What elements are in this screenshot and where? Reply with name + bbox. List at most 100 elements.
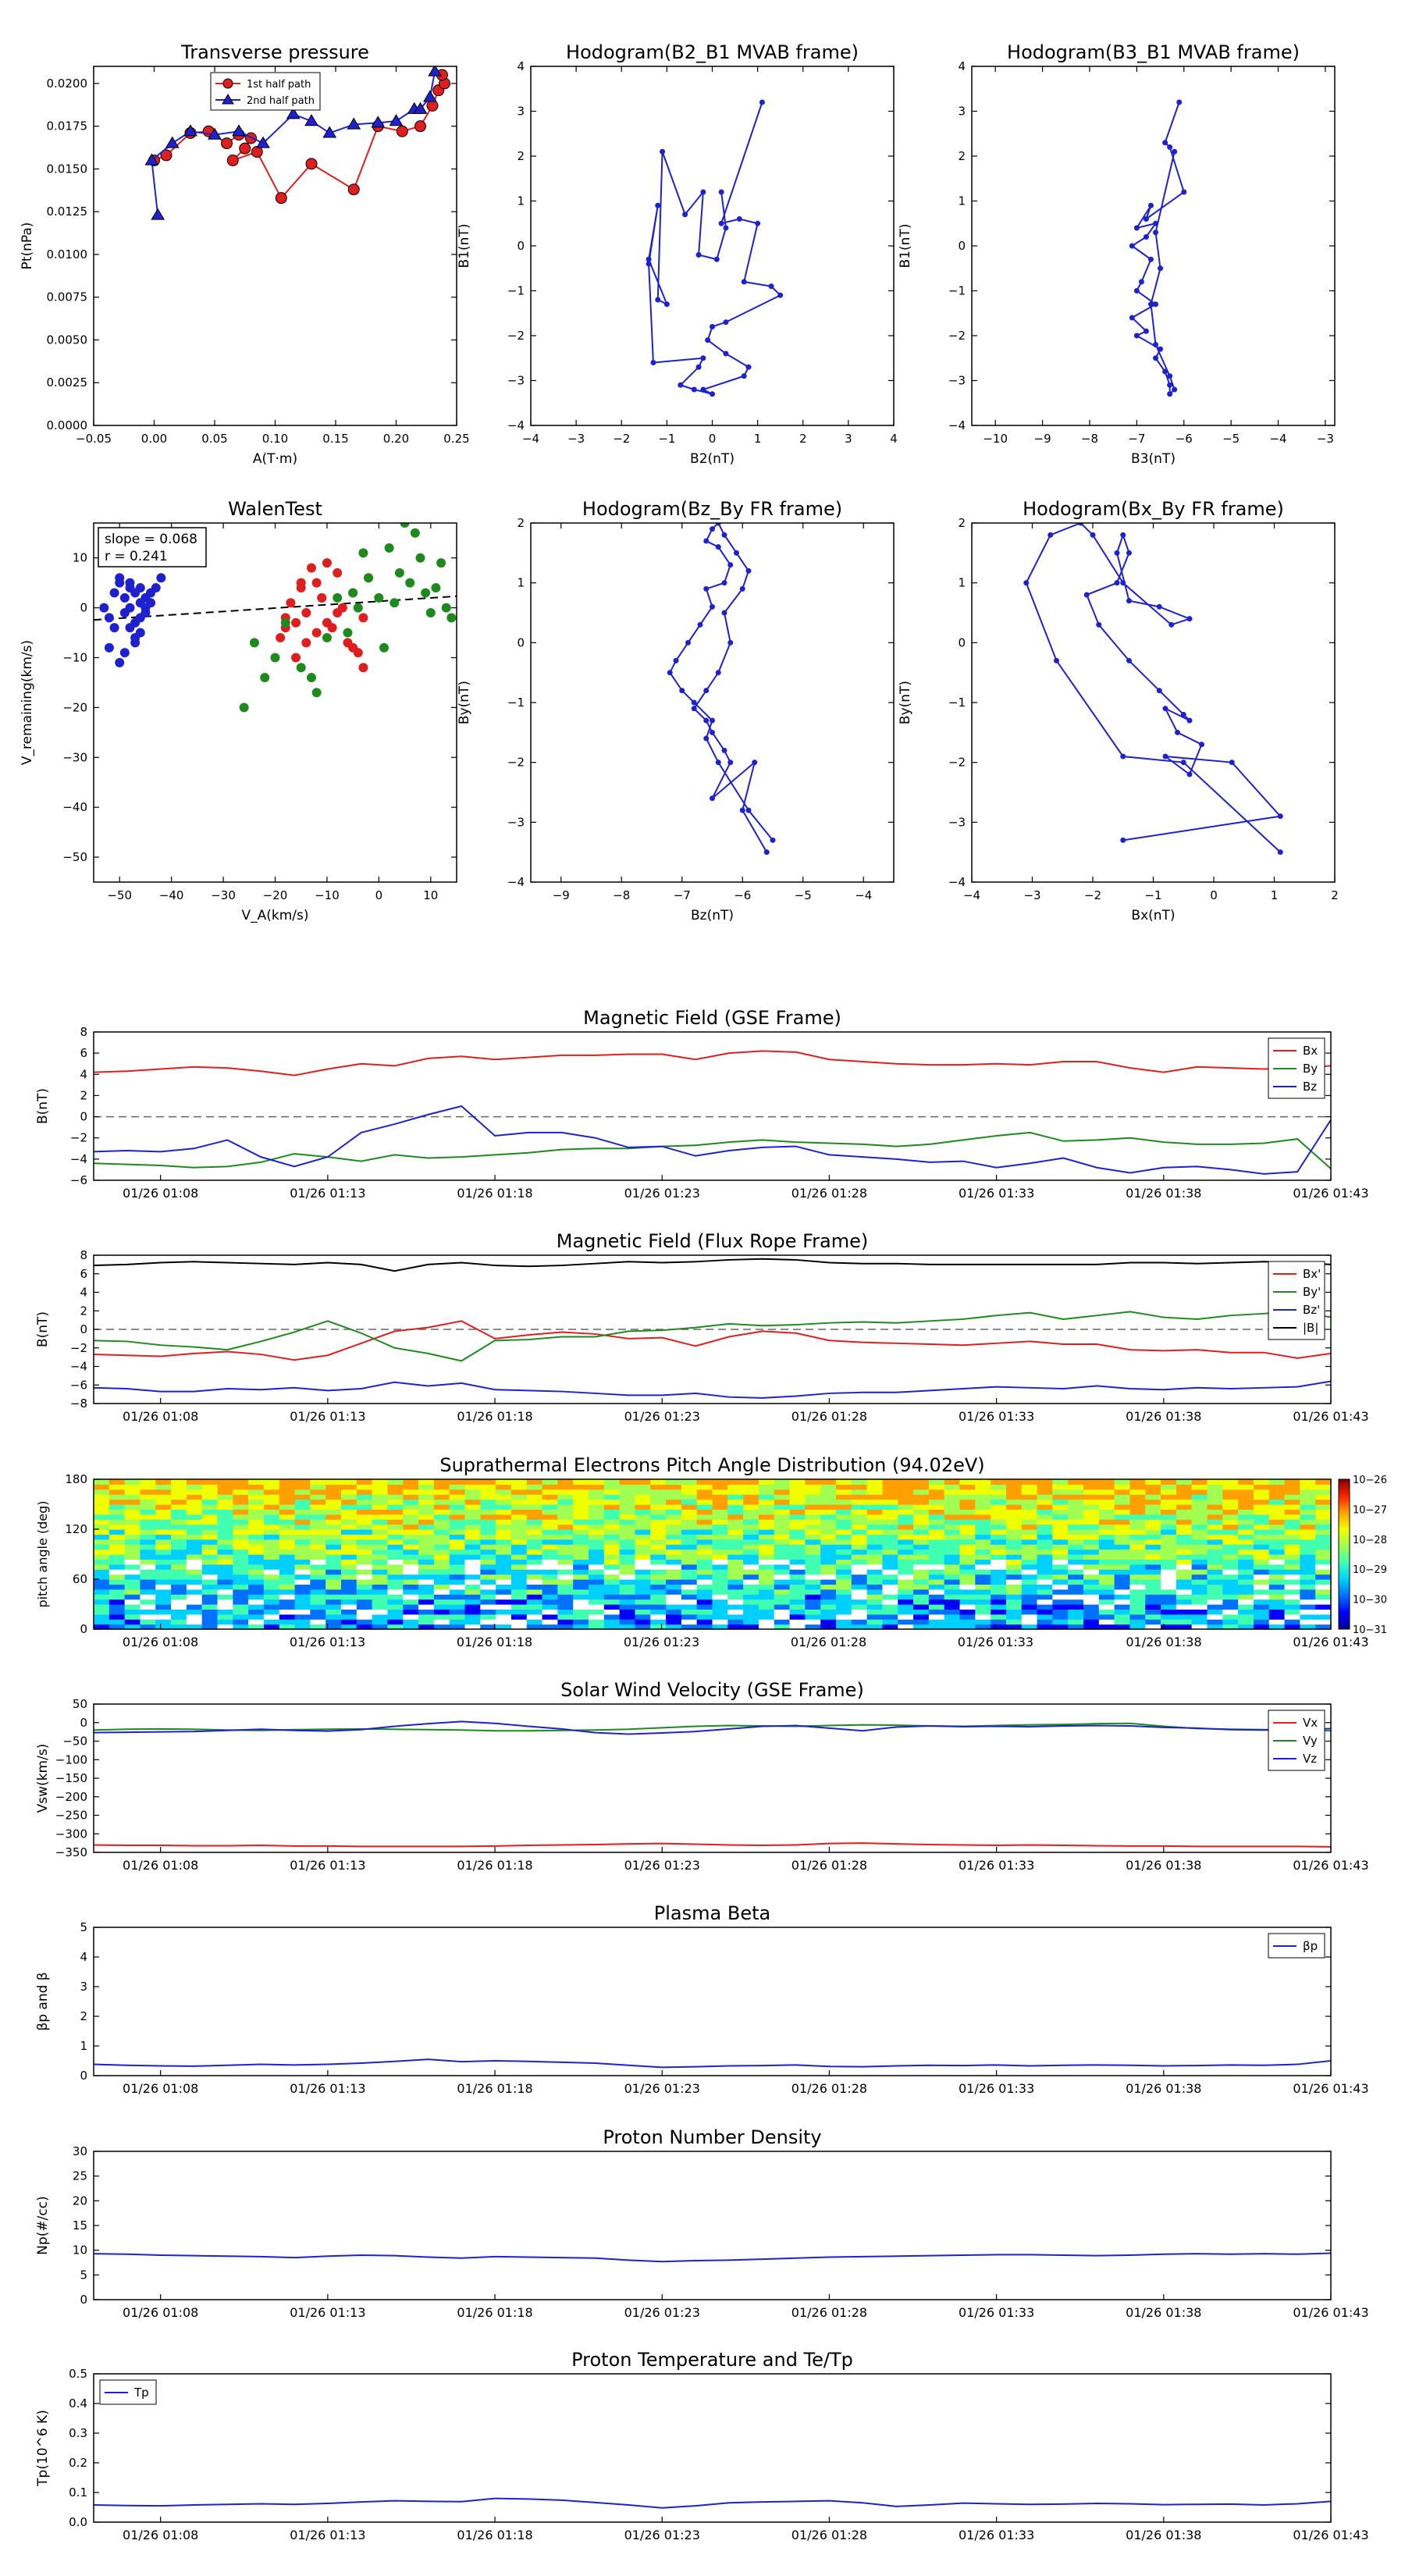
heatmap-cell [1129,1529,1146,1535]
heatmap-cell [882,1524,898,1530]
heatmap-cell [217,1529,233,1535]
y-tick-label: −6 [70,1378,87,1392]
heatmap-cell [201,1584,219,1590]
heatmap-cell [1161,1624,1177,1630]
heatmap-cell [928,1489,945,1495]
heatmap-cell [433,1514,450,1520]
heatmap-cell [1207,1534,1223,1540]
data-point [660,148,666,155]
heatmap-cell [944,1559,961,1565]
heatmap-cell [1129,1509,1146,1515]
heatmap-cell [1315,1544,1332,1550]
heatmap-cell [1021,1524,1038,1530]
heatmap-cell [1145,1539,1161,1545]
heatmap-cell [542,1494,558,1500]
heatmap-cell [248,1524,265,1530]
heatmap-cell [1129,1569,1146,1575]
heatmap-cell [619,1514,636,1520]
heatmap-cell [542,1554,558,1560]
heatmap-cell [201,1509,219,1515]
heatmap-cell [1083,1504,1100,1510]
chart-tp2: Proton Temperature and Te/Tp0.00.10.20.3… [35,2349,1369,2542]
heatmap-cell [1268,1614,1286,1620]
heatmap-cell [217,1604,233,1610]
heatmap-cell [635,1544,651,1550]
heatmap-cell [758,1614,775,1620]
heatmap-cell [650,1609,667,1615]
heatmap-cell [913,1499,930,1505]
heatmap-cell [94,1609,110,1615]
heatmap-cell [248,1624,265,1630]
heatmap-cell [789,1589,806,1595]
heatmap-cell [155,1529,172,1535]
plot-frame [93,2373,1332,2523]
heatmap-cell [341,1569,357,1575]
heatmap-cell [836,1489,852,1495]
heatmap-cell [464,1584,481,1590]
heatmap-cell [696,1569,713,1575]
heatmap-cell [140,1514,156,1520]
heatmap-cell [217,1564,233,1570]
heatmap-cell [774,1579,791,1585]
heatmap-cell [851,1529,868,1535]
heatmap-cell [743,1619,759,1625]
heatmap-cell [1207,1589,1223,1595]
heatmap-cell [372,1584,389,1590]
heatmap-cell [820,1489,837,1495]
heatmap-cell [851,1604,868,1610]
heatmap-cell [681,1554,698,1560]
heatmap-cell [712,1489,728,1495]
heatmap-cell [418,1489,435,1495]
heatmap-cell [727,1504,744,1510]
heatmap-cell [866,1624,884,1630]
heatmap-cell [124,1549,141,1555]
heatmap-cell [464,1619,481,1625]
chart-h21: Hodogram(B2_B1 MVAB frame)−4 −3 −2 −1 0 1 2 3 4−… [457,41,898,467]
heatmap-cell [372,1479,389,1485]
heatmap-cell [1300,1499,1316,1505]
heatmap-cell [1068,1584,1084,1590]
y-axis-label: B1(nT) [457,224,472,269]
heatmap-cell [619,1529,636,1535]
heatmap-cell [727,1584,744,1590]
heatmap-cell [913,1604,930,1610]
data-point [1114,550,1120,556]
heatmap-cell [743,1504,759,1510]
heatmap-cell [666,1579,682,1585]
heatmap-cell [279,1584,296,1590]
x-tick-label: −2 [1084,888,1101,902]
x-tick-label: −10 [315,888,340,902]
heatmap-cell [496,1564,512,1570]
heatmap-cell [263,1494,280,1500]
y-tick-label: −30 [62,750,87,764]
heatmap-cell [1238,1624,1254,1630]
heatmap-cell [619,1599,636,1605]
heatmap-cell [666,1609,682,1615]
heatmap-cell [1268,1594,1286,1600]
heatmap-cell [898,1614,914,1620]
heatmap-cell [449,1509,466,1515]
heatmap-cell [635,1524,651,1530]
heatmap-cell [403,1574,419,1580]
heatmap-cell [1191,1494,1208,1500]
heatmap-cell [171,1579,187,1585]
data-point [763,849,770,856]
y-tick-label: −2 [70,1341,87,1355]
heatmap-cell [233,1549,249,1555]
heatmap-cell [851,1614,868,1620]
heatmap-cell [712,1499,728,1505]
data-point [151,583,161,593]
heatmap-cell [898,1609,914,1615]
x-tick-label: 01/26 01:43 [1293,1858,1368,1873]
series-line [669,523,774,853]
heatmap-cell [975,1564,991,1570]
heatmap-cell [1052,1519,1069,1525]
heatmap-cell [279,1599,296,1605]
heatmap-cell [310,1584,326,1590]
heatmap-cell [341,1489,357,1495]
heatmap-cell [186,1509,203,1515]
heatmap-cell [171,1539,187,1545]
heatmap-cell [1300,1544,1316,1550]
heatmap-cell [928,1529,945,1535]
